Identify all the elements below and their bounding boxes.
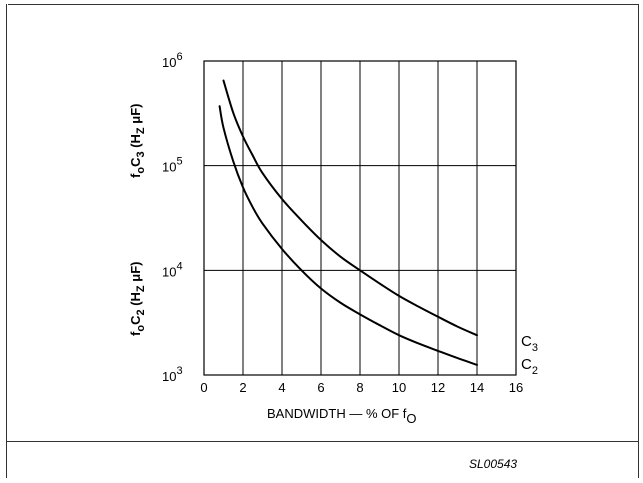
y-tick-label: 103 — [162, 365, 183, 384]
x-tick-label: 16 — [509, 380, 523, 395]
x-tick-label: 14 — [470, 380, 484, 395]
figure-id: SL00543 — [469, 457, 517, 471]
grid — [204, 61, 516, 375]
x-tick-label: 0 — [200, 380, 207, 395]
x-tick-label: 12 — [431, 380, 445, 395]
series-label-c2: C2 — [521, 356, 538, 377]
series-curves — [218, 79, 478, 366]
series-line-c3 — [222, 79, 478, 337]
y-axis-title-lower: foC2 (HZ μF) — [128, 261, 147, 336]
tick-labels: 0 2 4 6 8 10 12 14 16 103 104 105 106 — [162, 51, 523, 395]
y-tick-label: 106 — [162, 51, 183, 70]
x-axis-title: BANDWIDTH — % OF fO — [267, 406, 417, 426]
x-tick-label: 10 — [392, 380, 406, 395]
plot-frame — [203, 60, 517, 376]
series-line-c2 — [218, 105, 478, 366]
x-tick-label: 8 — [356, 380, 363, 395]
y-tick-label: 105 — [162, 156, 183, 175]
y-axis-title-upper: foC3 (HZ μF) — [128, 103, 147, 178]
x-tick-label: 2 — [239, 380, 246, 395]
y-tick-label: 104 — [162, 260, 183, 279]
x-tick-label: 4 — [278, 380, 285, 395]
series-label-c3: C3 — [521, 333, 538, 354]
x-tick-label: 6 — [317, 380, 324, 395]
